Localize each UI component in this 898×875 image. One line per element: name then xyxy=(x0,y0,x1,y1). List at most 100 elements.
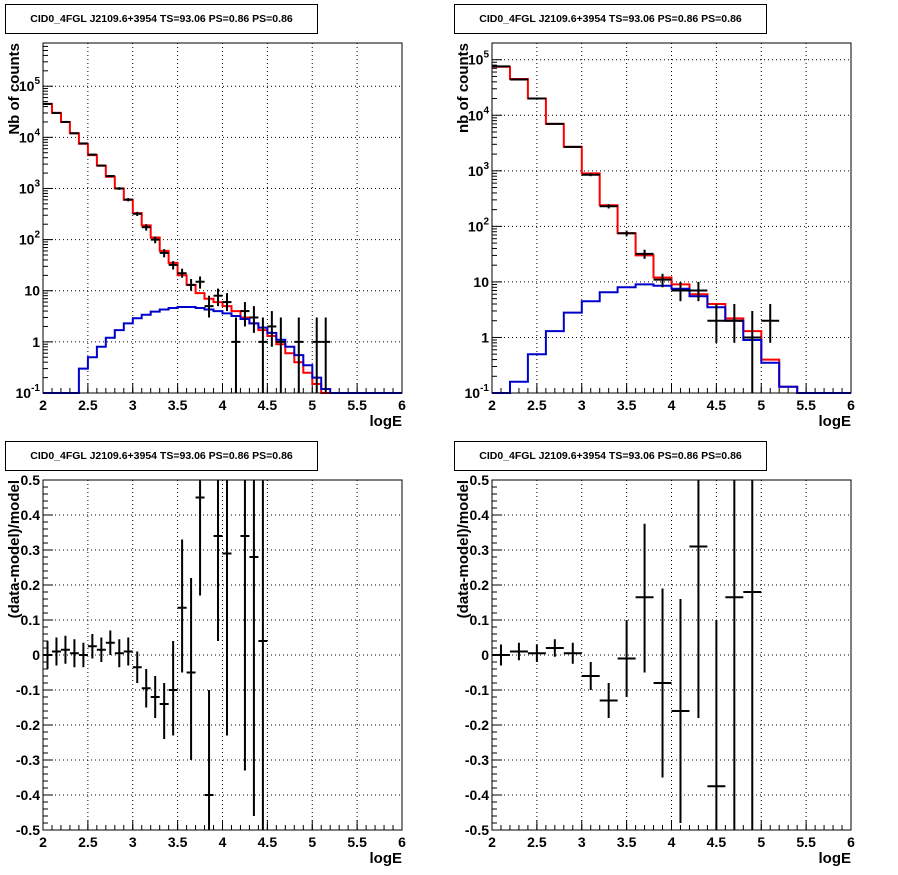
data-point xyxy=(599,683,618,718)
x-tick-label: 2.5 xyxy=(527,834,547,850)
data-point xyxy=(105,175,115,178)
data-point xyxy=(563,145,582,148)
y-tick-label: -0.5 xyxy=(16,822,40,838)
x-tick-label: 4.5 xyxy=(707,834,727,850)
chart-panel-3: 2 2.5 3 3.5 4 4.5 5 5.5 6 -0.5 -0.4 -0.3 -0.2 -0.1 0 0.… xyxy=(6,472,406,867)
data-point xyxy=(249,480,259,816)
data-point xyxy=(222,480,232,736)
panel-title-1: CID0_4FGL J2109.6+3954 TS=93.06 PS=0.86 … xyxy=(5,4,318,34)
x-axis-label: logE xyxy=(370,850,403,867)
x-tick-label: 3.5 xyxy=(617,834,637,850)
x-tick-label: 4.5 xyxy=(258,397,278,413)
data-point xyxy=(150,236,160,244)
y-tick-label: -0.4 xyxy=(16,787,40,803)
data-point xyxy=(671,281,690,302)
y-tick-label: 0.4 xyxy=(21,507,41,523)
data-point xyxy=(617,230,636,237)
y-tick-label: 105 xyxy=(468,50,490,68)
data-point xyxy=(159,683,169,739)
y-tick-label: 105 xyxy=(19,76,41,94)
data-point xyxy=(545,122,564,125)
y-tick-label: 0 xyxy=(32,647,40,663)
data-point xyxy=(653,273,672,288)
data-point xyxy=(222,293,232,312)
x-tick-label: 3.5 xyxy=(168,397,188,413)
y-tick-label: 0.1 xyxy=(21,612,41,628)
data-point xyxy=(635,523,654,673)
data-point xyxy=(43,641,52,669)
x-axis-label: logE xyxy=(819,850,852,867)
data-point xyxy=(177,268,187,278)
x-tick-label: 3 xyxy=(129,397,137,413)
y-tick-label: -0.4 xyxy=(465,787,489,803)
x-tick-label: 5.5 xyxy=(347,834,367,850)
data-point xyxy=(240,302,250,327)
x-tick-label: 3 xyxy=(129,834,137,850)
y-tick-label: -0.2 xyxy=(16,717,40,733)
y-tick-label: 10 xyxy=(24,283,40,299)
data-point xyxy=(60,635,70,664)
x-tick-label: 5 xyxy=(308,397,316,413)
data-point xyxy=(132,651,142,683)
data-point xyxy=(527,97,546,100)
y-tick-label: 10-1 xyxy=(16,383,41,401)
x-tick-label: 2 xyxy=(39,834,47,850)
data-point xyxy=(725,480,744,830)
x-tick-label: 4 xyxy=(668,834,676,850)
x-tick-label: 2.5 xyxy=(78,397,98,413)
chart-panel-4: 2 2.5 3 3.5 4 4.5 5 5.5 6 -0.5 -0.4 -0.3 -0.2 -0.1 0 0.… xyxy=(455,472,855,867)
data-point xyxy=(78,142,88,145)
x-tick-label: 4 xyxy=(668,397,676,413)
plot-area xyxy=(43,480,402,830)
x-tick-label: 4.5 xyxy=(258,834,278,850)
x-tick-label: 6 xyxy=(398,834,406,850)
y-tick-label: 0.3 xyxy=(470,542,490,558)
data-point xyxy=(635,249,654,259)
y-tick-label: 103 xyxy=(468,161,490,179)
y-axis-label: Nb of counts xyxy=(6,43,23,135)
y-tick-label: 0.2 xyxy=(21,577,41,593)
data-point xyxy=(509,642,528,661)
data-point xyxy=(96,637,106,662)
data-point xyxy=(168,641,178,736)
plot-area xyxy=(492,480,851,830)
data-point xyxy=(177,539,187,673)
data-point xyxy=(78,642,88,668)
y-tick-label: 10 xyxy=(473,274,489,290)
x-tick-label: 2 xyxy=(39,397,47,413)
y-tick-label: -0.3 xyxy=(465,752,489,768)
plot-area xyxy=(43,43,402,393)
x-tick-label: 5.5 xyxy=(796,834,816,850)
x-tick-label: 4.5 xyxy=(707,397,727,413)
panel-title-3: CID0_4FGL J2109.6+3954 TS=93.06 PS=0.86 … xyxy=(5,441,318,471)
data-point xyxy=(743,310,762,393)
y-tick-label: 0.4 xyxy=(470,507,490,523)
x-tick-label: 4 xyxy=(219,397,227,413)
x-tick-label: 5 xyxy=(308,834,316,850)
data-point xyxy=(186,578,196,760)
data-point xyxy=(60,120,70,123)
x-tick-label: 5 xyxy=(757,397,765,413)
data-point xyxy=(87,634,97,659)
x-tick-label: 2 xyxy=(488,834,496,850)
chart-panel-1: 2 2.5 3 3.5 4 4.5 5 5.5 6 10-1 1 10 102 103 104 105 logE… xyxy=(6,42,406,430)
data-point xyxy=(96,164,106,167)
data-point xyxy=(123,637,133,666)
y-tick-label: 102 xyxy=(19,230,41,248)
data-point xyxy=(213,288,223,307)
x-tick-label: 6 xyxy=(398,397,406,413)
x-tick-label: 4 xyxy=(219,834,227,850)
data-point xyxy=(168,261,178,270)
chart-panel-2: 2 2.5 3 3.5 4 4.5 5 5.5 6 10-1 1 10 102 103 104 105 logE… xyxy=(455,42,855,430)
plot-frame xyxy=(42,42,403,394)
data-point xyxy=(141,224,151,231)
data-point xyxy=(321,317,331,393)
data-point xyxy=(258,480,268,830)
x-tick-label: 6 xyxy=(847,397,855,413)
data-point xyxy=(743,480,762,830)
data-point xyxy=(195,480,205,596)
data-point xyxy=(599,204,618,209)
data-point xyxy=(150,676,160,718)
x-axis-label: logE xyxy=(370,413,403,430)
y-tick-label: 104 xyxy=(468,105,490,123)
